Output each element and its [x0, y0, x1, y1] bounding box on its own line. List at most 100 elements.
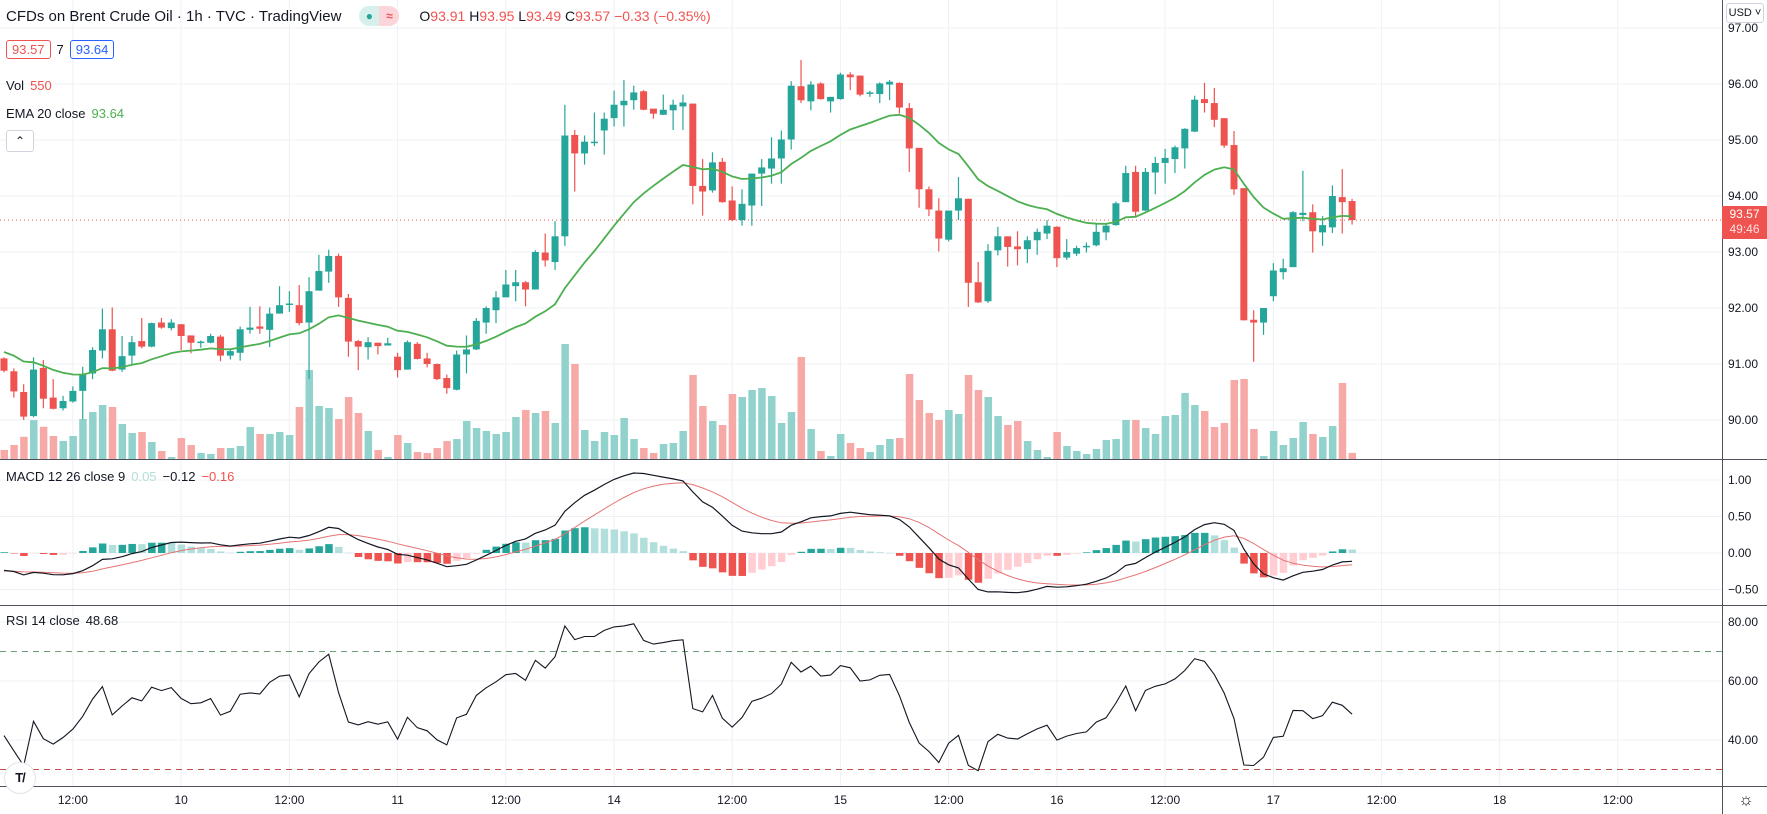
macd-histogram-bar — [797, 551, 806, 553]
sell-price-button[interactable]: 93.57 — [6, 40, 51, 59]
volume-bar — [335, 419, 343, 459]
candle-body — [1309, 212, 1317, 232]
candle-body — [177, 324, 185, 336]
macd-histogram-bar — [531, 540, 540, 553]
candle — [344, 294, 352, 357]
candle-body — [748, 173, 756, 206]
candle — [699, 159, 707, 216]
candle-body — [1250, 319, 1258, 323]
macd-histogram-bar — [1043, 553, 1052, 556]
volume-bar — [905, 374, 914, 459]
candle — [817, 82, 825, 100]
rsi-legend[interactable]: RSI 14 close 48.68 — [6, 613, 118, 628]
collapse-legend-button[interactable]: ⌃ — [6, 130, 34, 152]
candle-body — [216, 336, 224, 356]
candle-body — [384, 343, 392, 346]
volume-bar — [108, 407, 117, 459]
macd-histogram-bar — [246, 551, 254, 553]
macd-histogram-bar — [1309, 553, 1317, 558]
bar-countdown: 49:46 — [1729, 222, 1760, 236]
macd-histogram-bar — [836, 547, 845, 553]
candle-body — [1043, 225, 1051, 234]
volume-bar — [207, 454, 215, 459]
volume-bar — [344, 397, 353, 459]
candle-body — [472, 320, 480, 350]
volume-bar — [1014, 421, 1022, 459]
macd-histogram-bar — [1240, 553, 1248, 564]
macd-histogram-bar — [177, 544, 186, 553]
candle — [895, 82, 903, 114]
macd-axis-label: −0.50 — [1728, 583, 1759, 597]
macd-histogram-bar — [89, 547, 97, 553]
candle-body — [768, 158, 776, 169]
macd-axis-label: 0.00 — [1728, 546, 1752, 560]
volume-bar — [1181, 393, 1189, 459]
candle — [1230, 131, 1238, 195]
candle-body — [295, 305, 303, 324]
macd-legend[interactable]: MACD 12 26 close 9 0.05 −0.12 −0.16 — [6, 469, 234, 484]
candle — [777, 130, 785, 184]
candle — [915, 147, 923, 208]
macd-histogram-bar — [1161, 536, 1170, 553]
volume-legend[interactable]: Vol 550 — [6, 78, 52, 93]
macd-histogram-bar — [827, 548, 835, 553]
candle-body — [128, 342, 136, 356]
macd-histogram-bar — [620, 531, 628, 553]
candle — [1220, 118, 1228, 148]
macd-histogram-bar — [610, 529, 619, 553]
ema-legend[interactable]: EMA 20 close 93.64 — [6, 106, 124, 121]
macd-histogram-bar — [0, 552, 8, 553]
price-axis-label: 96.00 — [1728, 77, 1758, 91]
symbol-title[interactable]: CFDs on Brent Crude Oil · 1h · TVC · Tra… — [6, 7, 342, 25]
volume-bar — [1004, 425, 1012, 459]
candle — [374, 342, 382, 355]
volume-bar — [1033, 450, 1042, 459]
macd-histogram-bar — [285, 548, 294, 553]
candle — [1279, 258, 1287, 280]
ema-label: EMA 20 close — [6, 106, 86, 121]
volume-bar — [305, 370, 314, 459]
candle — [610, 90, 618, 127]
volume-bar — [679, 431, 687, 459]
candle — [640, 90, 648, 111]
candle — [128, 336, 136, 366]
macd-histogram-bar — [344, 552, 353, 554]
currency-button[interactable]: USD ˅ — [1726, 3, 1764, 23]
candle-body — [226, 351, 234, 356]
volume-bar — [197, 453, 205, 459]
candle-body — [1053, 226, 1061, 259]
candle-body — [600, 118, 608, 131]
tradingview-logo[interactable]: T/ — [4, 762, 36, 794]
volume-bar — [836, 434, 845, 459]
macd-histogram-bar — [886, 552, 894, 554]
candle — [512, 269, 520, 302]
candle — [827, 96, 835, 113]
macd-histogram-bar — [768, 553, 776, 567]
volume-bar — [1309, 434, 1317, 459]
buy-price-button[interactable]: 93.64 — [69, 40, 115, 59]
candle — [886, 80, 894, 101]
volume-bar — [1132, 420, 1140, 459]
candle-body — [1171, 147, 1179, 160]
candle — [177, 324, 185, 350]
volume-bar — [1250, 429, 1258, 459]
candle — [502, 269, 510, 298]
macd-histogram-bar — [30, 553, 38, 554]
delayed-data-icon: ≈ — [379, 6, 400, 26]
settings-gear-icon[interactable]: ☼ — [1738, 790, 1754, 809]
volume-bar — [856, 448, 865, 459]
candle — [905, 103, 913, 172]
low-label: L — [518, 8, 527, 24]
market-status[interactable]: ● ≈ — [359, 6, 400, 26]
volume-bar — [59, 441, 68, 459]
macd-histogram-bar — [954, 553, 963, 576]
candle — [216, 334, 224, 362]
candle — [108, 307, 116, 372]
candle-body — [984, 250, 992, 302]
time-axis-label: 16 — [1050, 793, 1064, 807]
candle — [600, 112, 608, 155]
volume-bar — [1338, 383, 1347, 459]
volume-bar — [817, 451, 825, 459]
volume-bar — [1269, 431, 1278, 459]
